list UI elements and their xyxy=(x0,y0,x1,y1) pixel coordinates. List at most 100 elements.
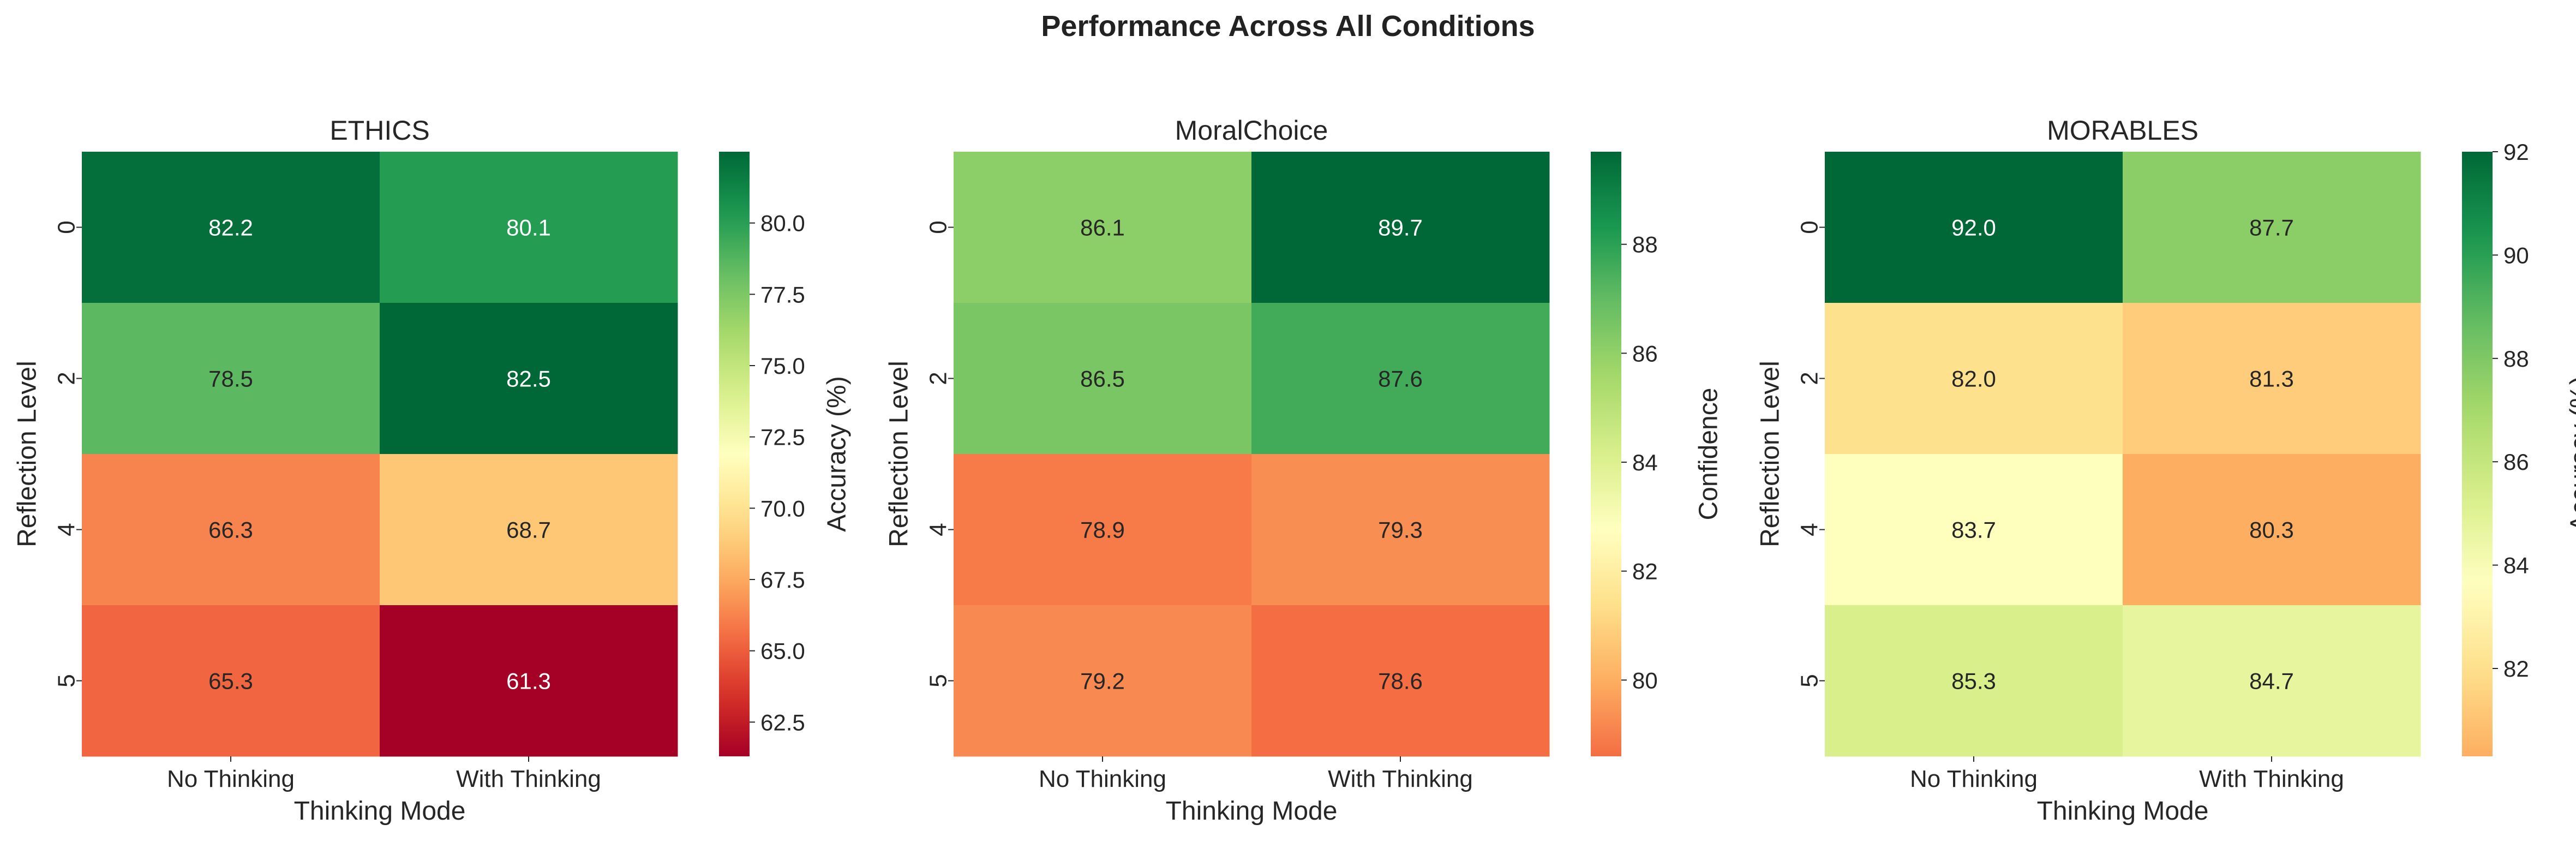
x-tick-label: With Thinking xyxy=(2199,766,2344,792)
x-axis-label: Thinking Mode xyxy=(1166,797,1338,826)
cell-value-label: 83.7 xyxy=(1951,517,1996,543)
colorbar-tick-label: 80 xyxy=(1632,667,1658,693)
x-tick-label: With Thinking xyxy=(456,766,601,792)
heatmap-cell xyxy=(2123,605,2421,757)
colorbar-tick-label: 77.5 xyxy=(760,282,805,307)
colorbar-tick-label: 67.5 xyxy=(760,567,805,593)
heatmap-cell xyxy=(2123,152,2421,303)
cell-value-label: 82.0 xyxy=(1951,366,1996,392)
cell-value-label: 86.1 xyxy=(1080,215,1125,241)
colorbar-tick-label: 75.0 xyxy=(760,353,805,379)
colorbar-tick-label: 88 xyxy=(2503,346,2529,372)
cell-value-label: 78.9 xyxy=(1080,517,1125,543)
heatmap-cell xyxy=(380,152,678,303)
cell-value-label: 82.5 xyxy=(506,366,551,392)
heatmap-cell xyxy=(954,152,1252,303)
cell-value-label: 61.3 xyxy=(506,668,551,694)
heatmap-cell xyxy=(954,454,1252,606)
heatmap-cell xyxy=(1825,454,2123,606)
panel-title: MORABLES xyxy=(2047,115,2198,146)
x-tick-label: No Thinking xyxy=(1910,766,2038,792)
figure-title: Performance Across All Conditions xyxy=(1041,10,1535,43)
heatmap-cell xyxy=(1251,152,1550,303)
colorbar-tick-label: 86 xyxy=(2503,449,2529,475)
colorbar-tick-label: 72.5 xyxy=(760,425,805,450)
heatmap-cell xyxy=(82,454,380,606)
colorbar-tick-label: 86 xyxy=(1632,341,1658,366)
cell-value-label: 65.3 xyxy=(208,668,253,694)
y-tick-label: 0 xyxy=(925,220,952,234)
cell-value-label: 80.3 xyxy=(2249,517,2294,543)
colorbar-tick-label: 84 xyxy=(1632,450,1658,475)
y-tick-label: 5 xyxy=(925,674,952,687)
x-axis-label: Thinking Mode xyxy=(294,797,466,826)
cell-value-label: 89.7 xyxy=(1378,215,1423,241)
heatmap-cell xyxy=(1251,303,1550,455)
cell-value-label: 87.6 xyxy=(1378,366,1423,392)
colorbar-tick-label: 65.0 xyxy=(760,638,805,664)
x-tick-label: With Thinking xyxy=(1328,766,1473,792)
y-tick-label: 4 xyxy=(1796,523,1823,536)
cell-value-label: 86.5 xyxy=(1080,366,1125,392)
heatmap-cell xyxy=(1825,152,2123,303)
colorbar-tick-label: 80.0 xyxy=(760,211,805,236)
colorbar-label: Confidence xyxy=(1694,388,1723,521)
colorbar-tick-label: 70.0 xyxy=(760,495,805,521)
colorbar-tick-label: 90 xyxy=(2503,242,2529,268)
panel-title: ETHICS xyxy=(330,115,429,146)
y-tick-label: 4 xyxy=(53,523,80,536)
heatmap-cell xyxy=(380,605,678,757)
y-tick-label: 2 xyxy=(925,372,952,385)
cell-value-label: 79.3 xyxy=(1378,517,1423,543)
y-tick-label: 0 xyxy=(1796,220,1823,234)
colorbar xyxy=(2462,152,2493,756)
y-axis-label: Reflection Level xyxy=(1756,361,1785,547)
heatmap-cell xyxy=(1251,454,1550,606)
cell-value-label: 92.0 xyxy=(1951,215,1996,241)
colorbar-tick-label: 84 xyxy=(2503,553,2529,578)
y-tick-label: 4 xyxy=(925,523,952,536)
heatmap-cell xyxy=(1825,303,2123,455)
cell-value-label: 85.3 xyxy=(1951,668,1996,694)
panel-title: MoralChoice xyxy=(1175,115,1328,146)
cell-value-label: 84.7 xyxy=(2249,668,2294,694)
colorbar-tick-label: 82 xyxy=(2503,656,2529,682)
y-tick-label: 5 xyxy=(53,674,80,687)
heatmap-panel: ETHICS 82.2 80.1 78.5 82.5 66.3 68.7 65.3 61.3 0 2… xyxy=(13,115,852,826)
heatmap-cell xyxy=(2123,454,2421,606)
heatmap-cell xyxy=(954,303,1252,455)
colorbar-tick-label: 92 xyxy=(2503,139,2529,165)
heatmap-cell xyxy=(1251,605,1550,757)
colorbar-tick-label: 82 xyxy=(1632,559,1658,584)
y-tick-label: 2 xyxy=(1796,372,1823,385)
y-tick-label: 5 xyxy=(1796,674,1823,687)
colorbar-tick-label: 88 xyxy=(1632,232,1658,258)
colorbar xyxy=(719,152,750,756)
heatmap-cell xyxy=(82,303,380,455)
y-axis-label: Reflection Level xyxy=(13,361,42,547)
heatmap-cell xyxy=(82,605,380,757)
x-axis-label: Thinking Mode xyxy=(2037,797,2209,826)
x-tick-label: No Thinking xyxy=(167,766,295,792)
y-axis-label: Reflection Level xyxy=(885,361,914,547)
cell-value-label: 80.1 xyxy=(506,215,551,241)
cell-value-label: 66.3 xyxy=(208,517,253,543)
colorbar xyxy=(1591,152,1621,756)
cell-value-label: 68.7 xyxy=(506,517,551,543)
cell-value-label: 81.3 xyxy=(2249,366,2294,392)
heatmap-cell xyxy=(1825,605,2123,757)
x-tick-label: No Thinking xyxy=(1039,766,1166,792)
heatmap-panel: MORABLES 92.0 87.7 82.0 81.3 83.7 80.3 85.3 84.7… xyxy=(1756,115,2576,826)
colorbar-label: Accuracy (%) xyxy=(2566,376,2576,532)
cell-value-label: 87.7 xyxy=(2249,215,2294,241)
cell-value-label: 82.2 xyxy=(208,215,253,241)
heatmap-cell xyxy=(82,152,380,303)
heatmap-cell xyxy=(954,605,1252,757)
y-tick-label: 0 xyxy=(53,220,80,234)
colorbar-tick-label: 62.5 xyxy=(760,709,805,735)
cell-value-label: 78.5 xyxy=(208,366,253,392)
heatmap-cell xyxy=(380,303,678,455)
cell-value-label: 78.6 xyxy=(1378,668,1423,694)
colorbar-label: Accuracy (%) xyxy=(823,376,852,532)
